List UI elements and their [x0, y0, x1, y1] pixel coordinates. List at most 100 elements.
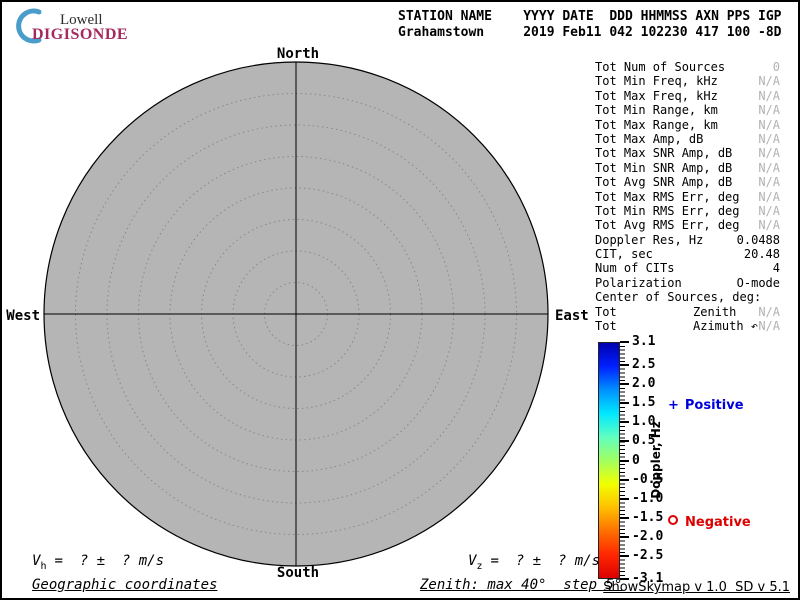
stat-label: Tot Min Freq, kHz	[595, 74, 718, 89]
colorbar-tick-label: 1.0	[632, 414, 656, 430]
stat-label: Tot	[595, 319, 617, 334]
digisonde-logo: Lowell DIGISONDE	[12, 8, 152, 46]
colorbar-tick-label: -1.5	[632, 509, 664, 525]
stat-value: O-mode	[736, 275, 780, 290]
stat-row: Center of Sources, deg:	[595, 290, 780, 304]
stat-row: Doppler Res, Hz 0.0488	[595, 233, 780, 247]
negative-marker-icon	[668, 515, 678, 525]
colorbar-major-tick	[620, 478, 629, 481]
stat-label: Tot Min SNR Amp, dB	[595, 160, 733, 175]
stat-row: Tot Avg SNR Amp, dB N/A	[595, 175, 780, 189]
colorbar-major-tick	[620, 535, 629, 538]
colorbar-major-tick	[620, 383, 629, 386]
stat-row: Tot Max Amp, dB N/A	[595, 132, 780, 146]
colorbar-tick-label: 3.1	[632, 334, 656, 349]
stat-label: Tot Min RMS Err, deg	[595, 203, 740, 218]
colorbar-tick-label: -0.5	[632, 471, 664, 487]
stat-row: Tot Zenith N/A	[595, 305, 780, 319]
negative-legend-label: Negative	[685, 515, 751, 530]
stat-mid-label: Azimuth ↶	[693, 319, 759, 334]
negative-doppler-legend: Negative	[668, 515, 751, 530]
stat-label: Tot Avg RMS Err, deg	[595, 218, 740, 233]
stat-label: Tot Max RMS Err, deg	[595, 189, 740, 204]
vz-value: = ? ± ? m/s	[490, 553, 601, 569]
stat-value: N/A	[758, 74, 780, 89]
stat-value: N/A	[758, 304, 780, 319]
software-version-label: ShowSkymap v 1.0 SD v 5.1	[603, 580, 790, 595]
vz-symbol: V	[468, 553, 477, 569]
stat-row: Tot Num of Sources 0	[595, 60, 780, 74]
positive-doppler-legend: + Positive	[668, 398, 744, 413]
stat-value: N/A	[758, 218, 780, 233]
stat-row: Tot Min RMS Err, deg N/A	[595, 204, 780, 218]
station-header: STATION NAME YYYY DATE DDD HHMMSS AXN PP…	[398, 9, 782, 41]
stat-row: Tot Min Freq, kHz N/A	[595, 74, 780, 88]
stat-label: Num of CITs	[595, 261, 675, 276]
stat-value: N/A	[758, 103, 780, 118]
stat-value: N/A	[758, 203, 780, 218]
compass-east-label: East	[555, 308, 589, 324]
colorbar-major-tick	[620, 421, 629, 424]
stat-row: Tot Max Freq, kHz N/A	[595, 89, 780, 103]
stat-label: Tot Max SNR Amp, dB	[595, 146, 733, 161]
stat-label: Tot Max Range, km	[595, 117, 718, 132]
header-station-values: Grahamstown 2019 Feb11 042 102230 417 10…	[398, 25, 782, 40]
vh-subscript: h	[40, 560, 47, 572]
stat-row: Tot Max Range, km N/A	[595, 118, 780, 132]
logo-crescent-icon	[16, 8, 42, 44]
stat-value: 20.48	[743, 247, 780, 262]
colorbar-major-tick	[620, 363, 629, 366]
logo-digisonde-text: DIGISONDE	[32, 26, 129, 43]
compass-west-label: West	[6, 308, 40, 324]
doppler-colorbar	[598, 342, 620, 579]
stat-value: 4	[772, 261, 780, 276]
stat-label: Tot Min Range, km	[595, 103, 718, 118]
stat-row: Tot Min SNR Amp, dB N/A	[595, 161, 780, 175]
colorbar-major-tick	[620, 497, 629, 500]
stat-row: Num of CITs 4	[595, 261, 780, 275]
stats-panel: Tot Num of Sources 0 Tot Min Freq, kHz N/A T…	[595, 60, 780, 333]
stat-value: N/A	[758, 146, 780, 161]
colorbar-tick-label: 2.0	[632, 376, 656, 392]
colorbar-major-tick	[620, 341, 629, 343]
stat-label: Center of Sources, deg:	[595, 290, 762, 305]
stat-value: N/A	[758, 160, 780, 175]
header-column-labels: STATION NAME YYYY DATE DDD HHMMSS AXN PP…	[398, 9, 782, 24]
horizontal-velocity-readout: Vh = ? ± ? m/s	[32, 553, 164, 572]
vz-subscript: z	[476, 560, 483, 572]
stat-row: CIT, sec 20.48	[595, 247, 780, 261]
stat-row: Tot Azimuth ↶ N/A	[595, 319, 780, 333]
colorbar-tick-label: 1.5	[632, 395, 656, 411]
colorbar-major-tick	[620, 516, 629, 519]
colorbar-tick-label: -3.1	[632, 571, 664, 586]
stat-label: Polarization	[595, 275, 682, 290]
stat-label: CIT, sec	[595, 247, 653, 262]
stat-label: Tot Max Amp, dB	[595, 131, 704, 146]
stat-value: N/A	[758, 319, 780, 334]
colorbar-tick-label: 2.5	[632, 356, 656, 372]
stat-label: Tot Num of Sources	[595, 60, 726, 74]
zenith-scale-note: Zenith: max 40° step 5°	[420, 577, 623, 593]
compass-north-label: North	[276, 46, 320, 62]
stat-label: Tot Avg SNR Amp, dB	[595, 175, 733, 190]
colorbar-tick-label: 0	[632, 452, 640, 468]
colorbar-major-tick	[620, 578, 629, 580]
stat-value: N/A	[758, 131, 780, 146]
vh-value: = ? ± ? m/s	[54, 553, 165, 569]
stat-value: N/A	[758, 88, 780, 103]
stat-value: N/A	[758, 175, 780, 190]
vertical-velocity-readout: Vz = ? ± ? m/s	[468, 553, 600, 572]
colorbar-major-tick	[620, 440, 629, 443]
stat-value: 0.0488	[736, 232, 780, 247]
stat-row: Polarization O-mode	[595, 276, 780, 290]
stat-value: 0	[772, 60, 780, 74]
colorbar-major-tick	[620, 402, 629, 405]
colorbar-tick-label: -2.0	[632, 528, 664, 544]
coordinate-system-label: Geographic coordinates	[32, 577, 218, 593]
stat-row: Tot Max RMS Err, deg N/A	[595, 190, 780, 204]
positive-marker-icon: +	[668, 398, 679, 413]
stat-mid-label: Zenith	[693, 304, 737, 319]
stat-label: Tot	[595, 304, 617, 319]
stat-row: Tot Avg RMS Err, deg N/A	[595, 218, 780, 232]
